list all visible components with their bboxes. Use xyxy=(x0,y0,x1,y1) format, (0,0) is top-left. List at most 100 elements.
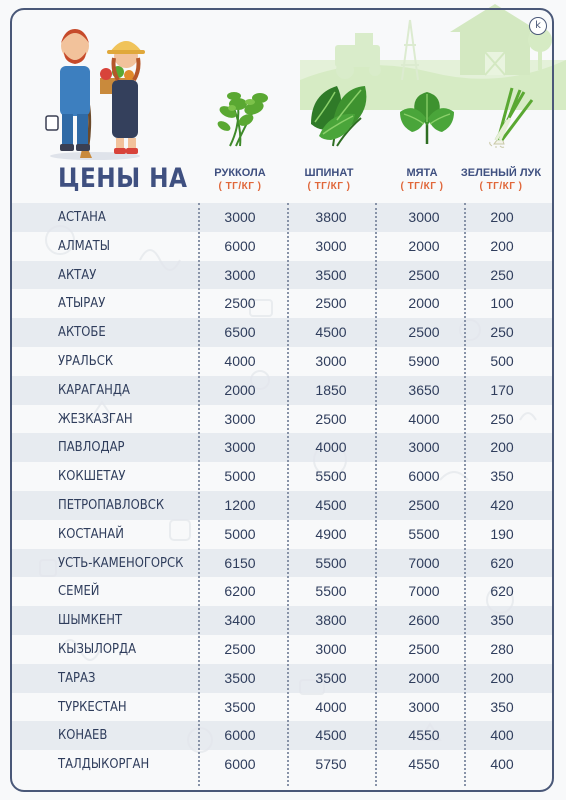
price-cell: 3500 xyxy=(224,698,256,715)
price-cell: 250 xyxy=(490,266,514,283)
price-cell: 3000 xyxy=(315,640,347,657)
column-name: ЗЕЛЕНЫЙ ЛУК xyxy=(460,167,542,179)
price-cell: 3800 xyxy=(315,209,347,225)
price-cell: 3000 xyxy=(224,266,256,283)
price-cell: 6500 xyxy=(224,324,256,341)
price-cell: 620 xyxy=(490,583,514,600)
table-row: АКТОБЕ 6500 4500 2500 250 xyxy=(12,318,552,347)
city-name: ПАВЛОДАР xyxy=(58,439,125,456)
table-row: КЫЗЫЛОРДА 2500 3000 2500 280 xyxy=(12,635,552,664)
column-unit: ( ТГ/КГ ) xyxy=(307,181,351,192)
price-cell: 2500 xyxy=(408,324,440,341)
price-cell: 6200 xyxy=(224,583,256,600)
price-cell: 6000 xyxy=(408,468,440,485)
city-name: УСТЬ-КАМЕНОГОРСК xyxy=(58,554,184,571)
price-cell: 4900 xyxy=(315,525,347,542)
price-cell: 2600 xyxy=(408,612,440,629)
column-unit: ( ТГ/КГ ) xyxy=(400,181,444,192)
price-cell: 200 xyxy=(490,237,514,254)
price-cell: 400 xyxy=(490,727,514,744)
page-frame xyxy=(10,8,554,792)
table-row: ТУРКЕСТАН 3500 4000 3000 350 xyxy=(12,693,552,722)
farmers-illustration xyxy=(45,29,145,160)
column-header-arugula: РУККОЛА ( ТГ/КГ ) xyxy=(195,167,285,193)
price-cell: 5500 xyxy=(315,554,347,571)
price-cell: 6000 xyxy=(224,756,256,773)
price-cell: 350 xyxy=(490,468,514,485)
price-cell: 200 xyxy=(490,209,514,225)
price-cell: 1850 xyxy=(315,381,347,398)
table-row: СЕМЕЙ 6200 5500 7000 620 xyxy=(12,577,552,606)
price-cell: 100 xyxy=(490,295,514,312)
city-name: ШЫМКЕНТ xyxy=(58,612,123,629)
table-row: КОСТАНАЙ 5000 4900 5500 190 xyxy=(12,520,552,549)
city-name: КАРАГАНДА xyxy=(58,381,130,398)
price-cell: 6000 xyxy=(224,237,256,254)
price-cell: 280 xyxy=(490,640,514,657)
city-name: ПЕТРОПАВЛОВСК xyxy=(58,496,165,513)
price-cell: 5000 xyxy=(224,468,256,485)
price-cell: 6000 xyxy=(224,727,256,744)
table-row: ПАВЛОДАР 3000 4000 3000 200 xyxy=(12,433,552,463)
price-cell: 4000 xyxy=(224,352,256,369)
city-name: КОСТАНАЙ xyxy=(58,525,124,542)
city-name: КЫЗЫЛОРДА xyxy=(58,640,137,657)
table-row: ТАЛДЫКОРГАН 6000 5750 4550 400 xyxy=(12,750,552,779)
price-cell: 500 xyxy=(490,352,514,369)
price-cell: 3000 xyxy=(315,352,347,369)
column-divider xyxy=(287,203,289,786)
price-cell: 5750 xyxy=(315,756,347,773)
price-cell: 2500 xyxy=(224,640,256,657)
price-cell: 2500 xyxy=(315,295,347,312)
price-cell: 3000 xyxy=(315,237,347,254)
price-cell: 5500 xyxy=(408,525,440,542)
price-cell: 4000 xyxy=(408,410,440,427)
price-cell: 5500 xyxy=(315,468,347,485)
logo-badge: k xyxy=(529,17,547,35)
price-cell: 5000 xyxy=(224,525,256,542)
city-name: ЖЕЗКАЗГАН xyxy=(58,410,133,427)
price-cell: 2000 xyxy=(408,295,440,312)
price-cell: 6150 xyxy=(224,554,256,571)
column-header-spinach: ШПИНАТ ( ТГ/КГ ) xyxy=(284,167,374,193)
table-row: КОКШЕТАУ 5000 5500 6000 350 xyxy=(12,462,552,491)
city-name: ТАЛДЫКОРГАН xyxy=(58,756,150,773)
price-cell: 3000 xyxy=(408,439,440,456)
price-cell: 3500 xyxy=(224,669,256,686)
city-name: АСТАНА xyxy=(58,209,106,225)
price-cell: 4500 xyxy=(315,727,347,744)
table-row: АКТАУ 3000 3500 2500 250 xyxy=(12,260,552,290)
table-row: АЛМАТЫ 6000 3000 2000 200 xyxy=(12,232,552,261)
table-row: КАРАГАНДА 2000 1850 3650 170 xyxy=(12,375,552,405)
column-name: МЯТА xyxy=(406,167,438,179)
price-cell: 7000 xyxy=(408,583,440,600)
table-row: УРАЛЬСК 4000 3000 5900 500 xyxy=(12,347,552,376)
price-cell: 400 xyxy=(490,756,514,773)
table-row: АТЫРАУ 2500 2500 2000 100 xyxy=(12,289,552,318)
price-cell: 4000 xyxy=(315,439,347,456)
price-cell: 3800 xyxy=(315,612,347,629)
price-cell: 190 xyxy=(490,525,514,542)
green-onion-icon xyxy=(489,87,534,148)
price-cell: 3000 xyxy=(224,209,256,225)
column-divider xyxy=(198,203,200,786)
price-cell: 4000 xyxy=(315,698,347,715)
column-divider xyxy=(464,203,466,786)
arugula-icon xyxy=(217,92,268,147)
price-cell: 3000 xyxy=(408,209,440,225)
price-table: АСТАНА 3000 3800 3000 200 АЛМАТЫ 6000 3000 2000 2… xyxy=(12,203,552,779)
column-header-green-onion: ЗЕЛЕНЫЙ ЛУК ( ТГ/КГ ) xyxy=(456,167,546,193)
price-cell: 5900 xyxy=(408,352,440,369)
city-name: АКТОБЕ xyxy=(58,324,106,341)
price-cell: 3650 xyxy=(408,381,440,398)
column-unit: ( ТГ/КГ ) xyxy=(479,181,523,192)
price-cell: 2000 xyxy=(408,669,440,686)
page-title: ЦЕНЫ НА xyxy=(58,163,188,194)
spinach-icon xyxy=(311,86,367,147)
table-row: ШЫМКЕНТ 3400 3800 2600 350 xyxy=(12,606,552,635)
price-cell: 2500 xyxy=(224,295,256,312)
price-cell: 200 xyxy=(490,669,514,686)
price-cell: 3000 xyxy=(408,698,440,715)
column-unit: ( ТГ/КГ ) xyxy=(218,181,262,192)
